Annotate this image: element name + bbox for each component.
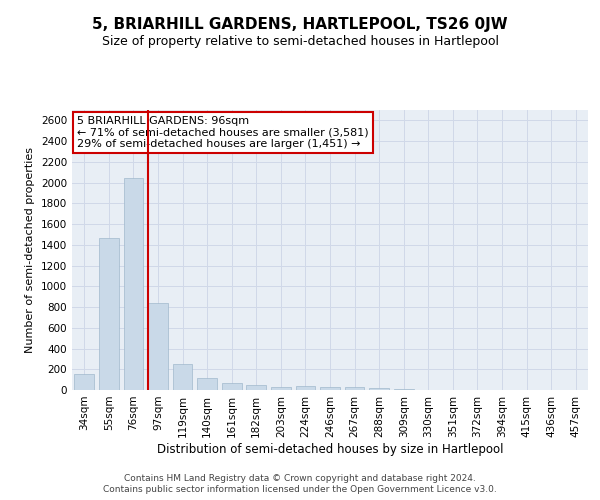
Bar <box>74 374 94 390</box>
Bar <box>394 389 413 390</box>
Bar <box>99 238 119 390</box>
Text: 5 BRIARHILL GARDENS: 96sqm
← 71% of semi-detached houses are smaller (3,581)
29%: 5 BRIARHILL GARDENS: 96sqm ← 71% of semi… <box>77 116 369 149</box>
X-axis label: Distribution of semi-detached houses by size in Hartlepool: Distribution of semi-detached houses by … <box>157 442 503 456</box>
Bar <box>247 386 266 390</box>
Bar <box>173 364 193 390</box>
Bar <box>271 387 290 390</box>
Bar <box>197 378 217 390</box>
Bar <box>124 178 143 390</box>
Bar <box>296 386 315 390</box>
Y-axis label: Number of semi-detached properties: Number of semi-detached properties <box>25 147 35 353</box>
Text: Size of property relative to semi-detached houses in Hartlepool: Size of property relative to semi-detach… <box>101 35 499 48</box>
Bar <box>222 384 242 390</box>
Text: Contains HM Land Registry data © Crown copyright and database right 2024.
Contai: Contains HM Land Registry data © Crown c… <box>103 474 497 494</box>
Bar <box>370 388 389 390</box>
Bar <box>320 386 340 390</box>
Bar <box>148 303 168 390</box>
Text: 5, BRIARHILL GARDENS, HARTLEPOOL, TS26 0JW: 5, BRIARHILL GARDENS, HARTLEPOOL, TS26 0… <box>92 18 508 32</box>
Bar <box>345 387 364 390</box>
